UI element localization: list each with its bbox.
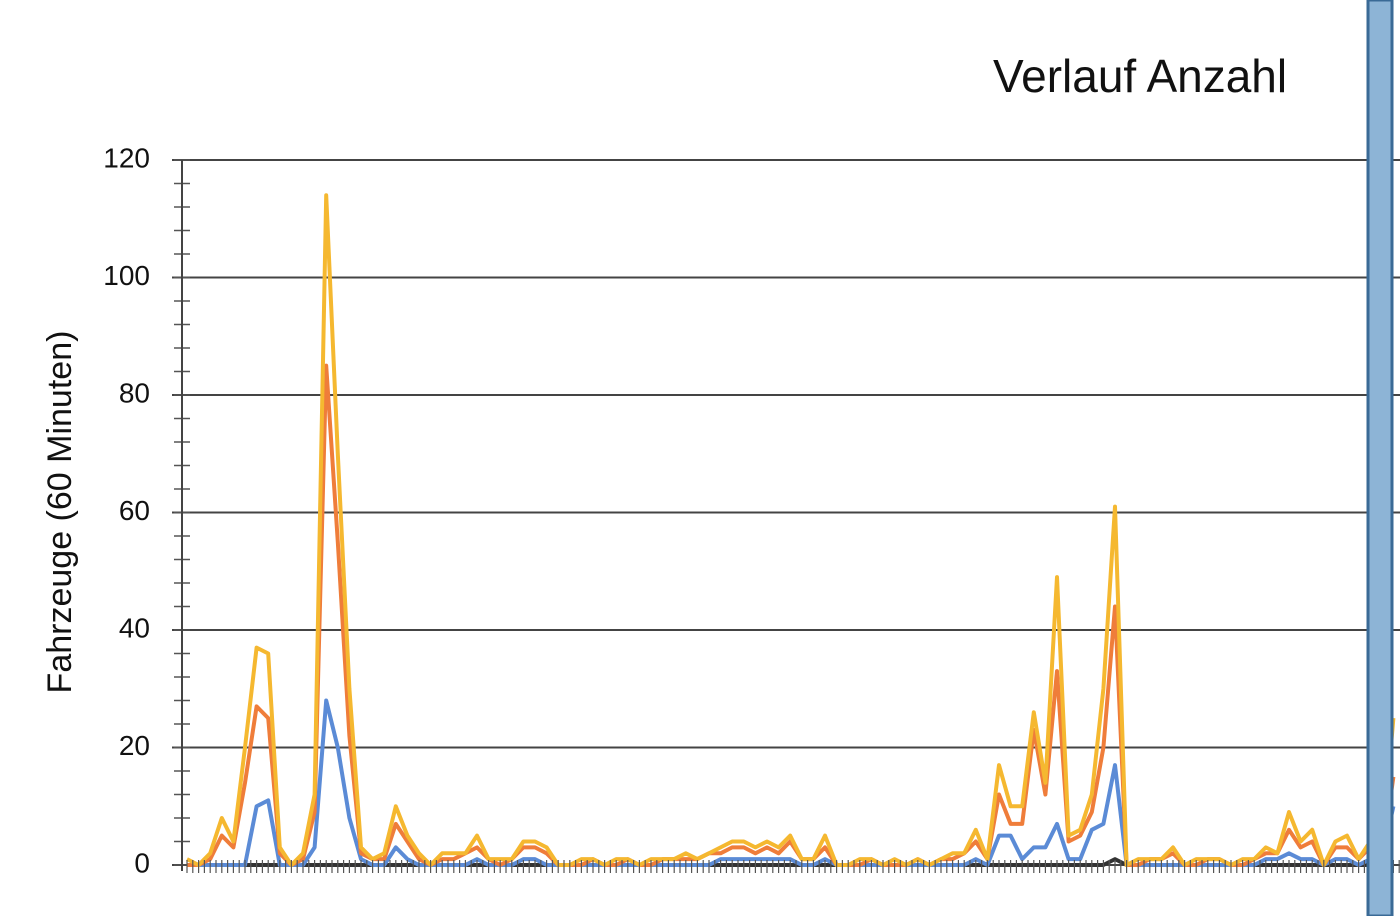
side-band (1366, 0, 1394, 916)
y-tick-label: 40 (119, 612, 150, 643)
y-tick-label: 80 (119, 377, 150, 408)
y-axis-label: Fahrzeuge (60 Minuten) (41, 331, 79, 694)
y-tick-label: 20 (119, 730, 150, 761)
y-tick-label: 120 (103, 142, 150, 173)
y-tick-label: 100 (103, 260, 150, 291)
series-line (187, 363, 1396, 867)
series-line (186, 193, 1396, 867)
chart-title: Verlauf Anzahl (993, 50, 1287, 102)
y-tick-label: 0 (134, 847, 150, 878)
y-tick-label: 60 (119, 495, 150, 526)
